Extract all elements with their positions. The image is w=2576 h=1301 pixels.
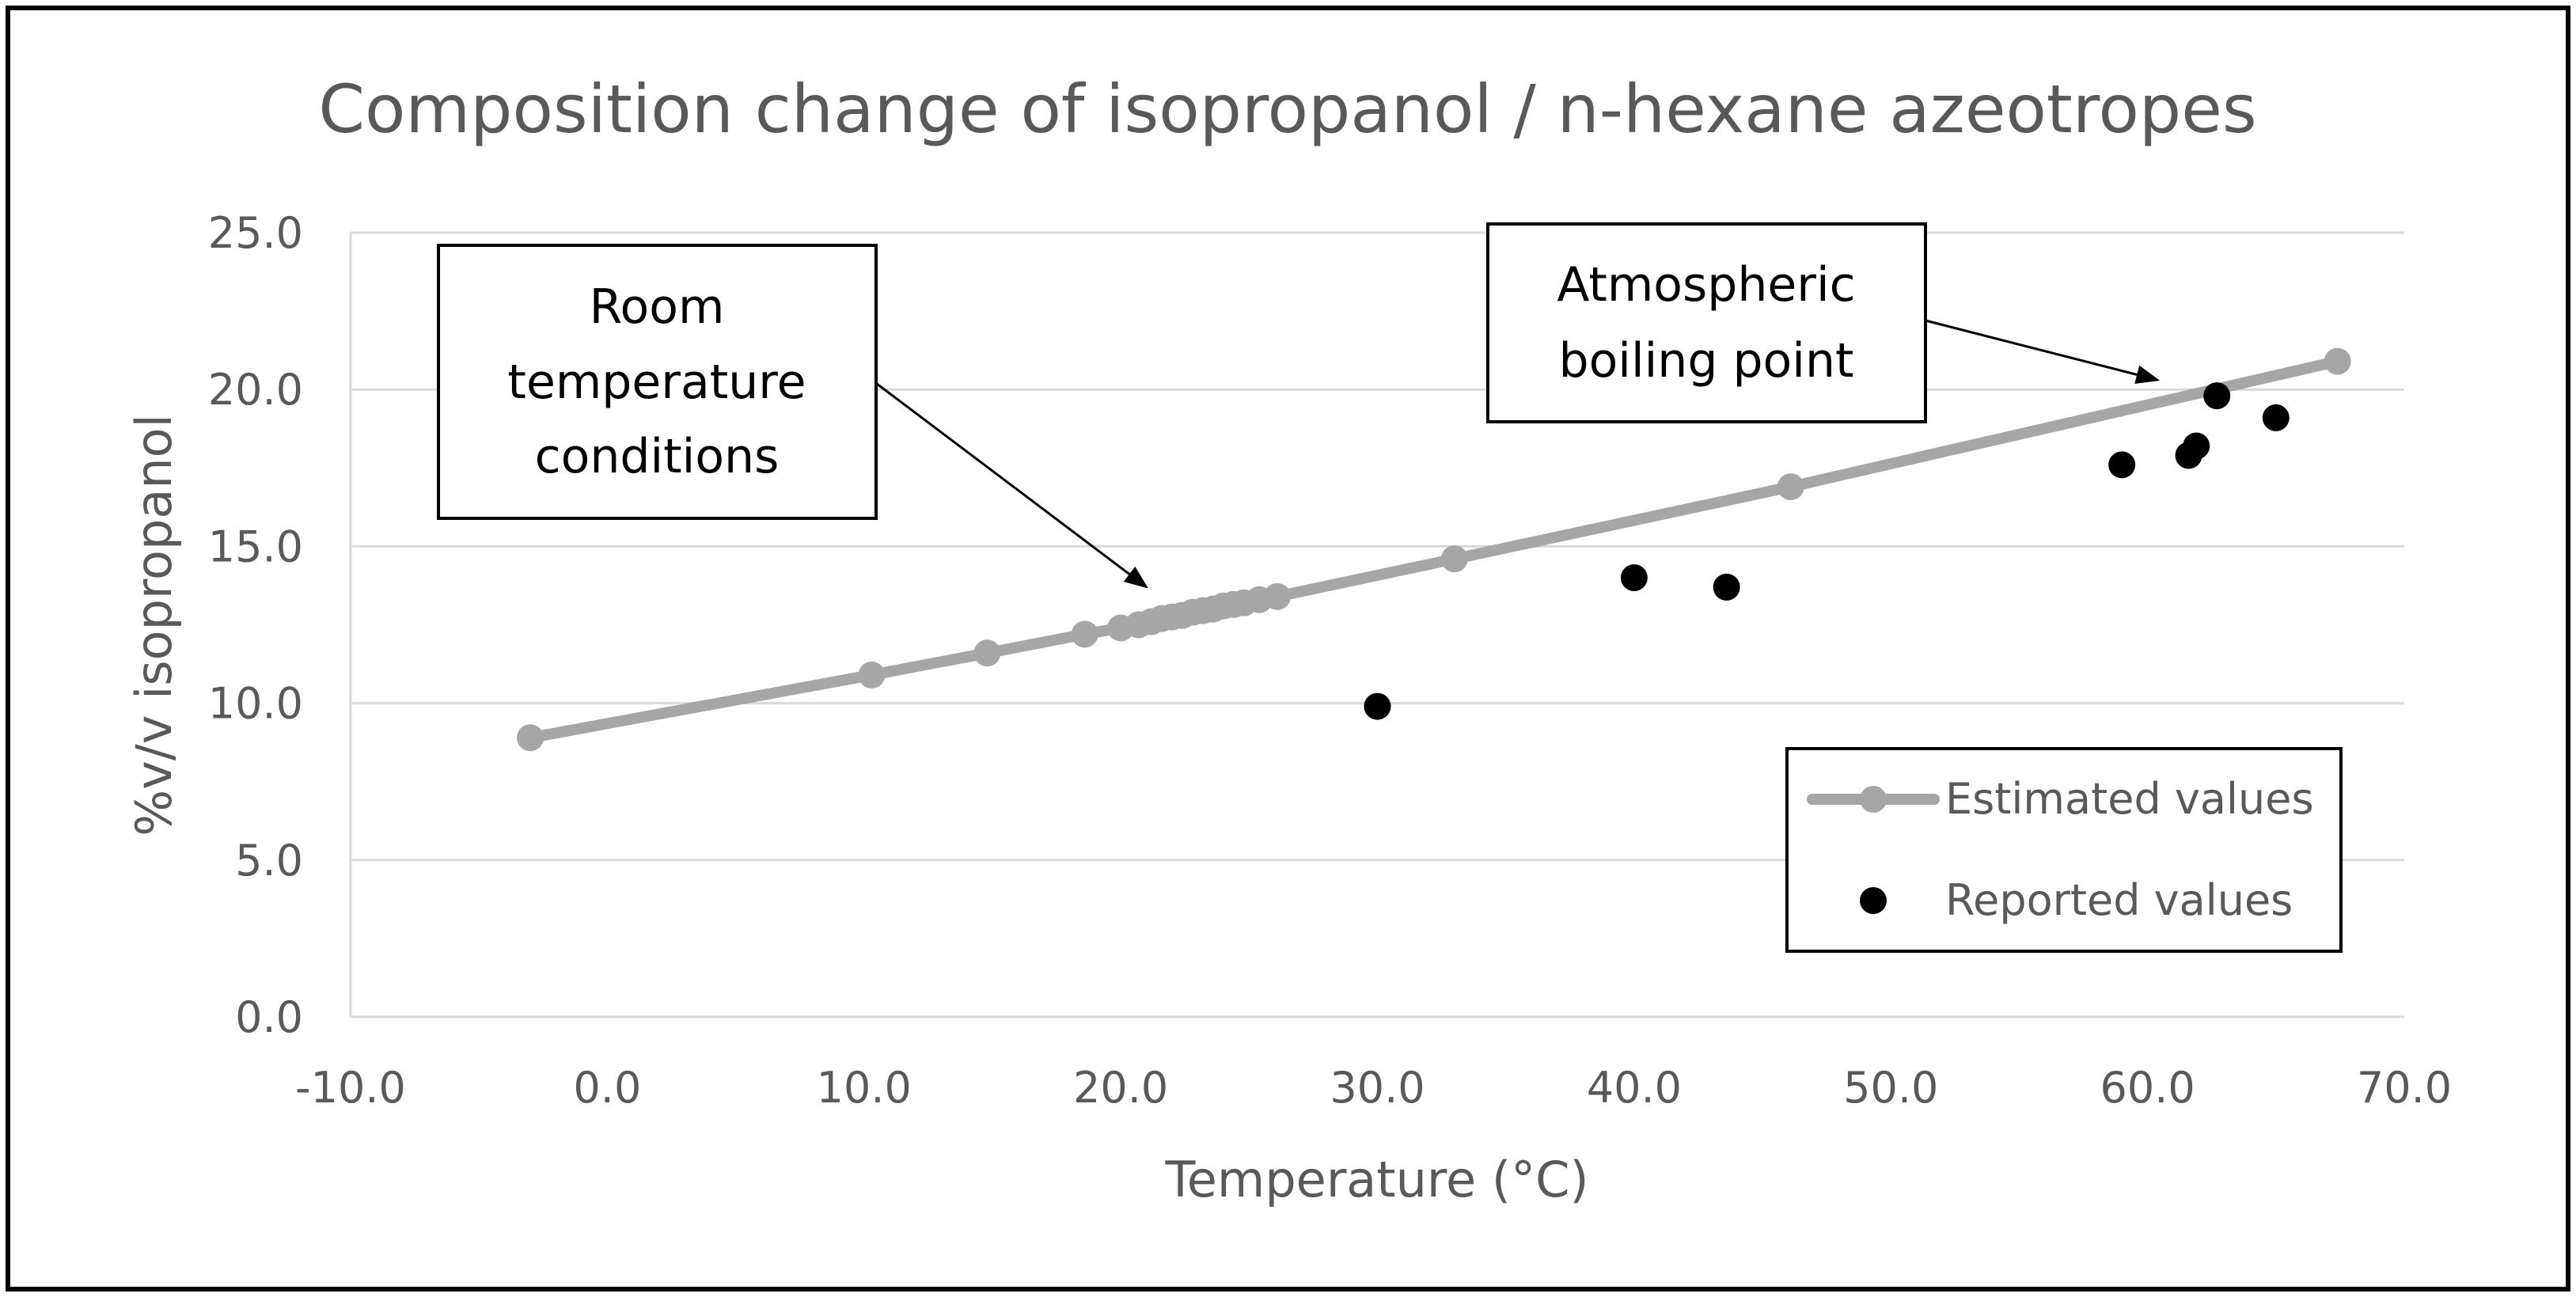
- x-tick-label: 10.0: [817, 1063, 912, 1113]
- legend-box: [1785, 747, 2343, 953]
- x-tick-label: 50.0: [1843, 1063, 1938, 1113]
- chart-title: Composition change of isopropanol / n-he…: [318, 70, 2256, 148]
- legend-reported-label: Reported values: [1945, 875, 2293, 925]
- y-axis-label: %v/v isopropanol: [125, 414, 183, 836]
- callout-room-temperature: Room temperature conditions: [437, 244, 1148, 589]
- y-tick-labels: 0.0 5.0 10.0 15.0 20.0 25.0: [208, 208, 303, 1042]
- legend: Estimated values Reported values: [1785, 747, 2343, 953]
- callout-boiling-line-1: Atmospheric: [1557, 257, 1855, 313]
- x-tick-label: -10.0: [295, 1063, 406, 1113]
- x-tick-label: 30.0: [1330, 1063, 1425, 1113]
- estimated-point: [1263, 582, 1291, 610]
- callout-room-line-3: conditions: [535, 429, 780, 484]
- reported-point: [1364, 692, 1391, 720]
- estimated-point: [1440, 545, 1468, 573]
- callout-room-temperature-box: [437, 244, 878, 520]
- estimated-point: [1777, 473, 1804, 501]
- callout-room-line-2: temperature: [507, 355, 806, 410]
- x-tick-label: 70.0: [2357, 1063, 2452, 1113]
- estimated-point: [973, 639, 1001, 667]
- y-tick-label: 20.0: [208, 365, 303, 415]
- callout-boiling-point-box: [1486, 222, 1927, 423]
- reported-point: [1713, 573, 1740, 601]
- reported-point: [2203, 382, 2231, 410]
- legend-estimated-marker: [1860, 786, 1887, 813]
- legend-estimated-label: Estimated values: [1945, 774, 2314, 824]
- y-tick-label: 10.0: [208, 679, 303, 729]
- y-tick-label: 0.0: [235, 992, 303, 1042]
- callout-room-line-1: Room: [590, 279, 725, 335]
- x-tick-label: 0.0: [573, 1063, 641, 1113]
- x-tick-label: 40.0: [1587, 1063, 1682, 1113]
- callout-boiling-line-2: boiling point: [1558, 333, 1853, 389]
- estimated-point: [517, 724, 544, 752]
- estimated-point: [2324, 347, 2351, 375]
- x-axis-label: Temperature (°C): [1164, 1151, 1588, 1208]
- x-tick-label: 60.0: [2100, 1063, 2195, 1113]
- y-tick-label: 5.0: [235, 836, 303, 886]
- reported-point: [2183, 432, 2210, 460]
- estimated-point: [858, 661, 886, 688]
- reported-point: [1620, 564, 1648, 592]
- estimated-point: [1071, 620, 1098, 648]
- callout-boiling-point-arrow: [1925, 319, 2161, 385]
- x-tick-labels: -10.0 0.0 10.0 20.0 30.0 40.0 50.0 60.0 70.0: [295, 1063, 2452, 1113]
- series-reported-values: [1364, 382, 2290, 720]
- y-tick-label: 15.0: [208, 522, 303, 571]
- series-estimated-values: [517, 347, 2351, 752]
- reported-point: [2108, 451, 2136, 479]
- reported-point: [2262, 404, 2290, 431]
- chart-frame: [6, 6, 2570, 1292]
- legend-reported-marker: [1860, 887, 1887, 914]
- y-tick-label: 25.0: [208, 208, 303, 258]
- axes: [349, 233, 2404, 1018]
- x-tick-label: 20.0: [1073, 1063, 1168, 1113]
- callout-room-temperature-arrow: [876, 382, 1148, 589]
- callout-boiling-point: Atmospheric boiling point: [1486, 222, 2161, 423]
